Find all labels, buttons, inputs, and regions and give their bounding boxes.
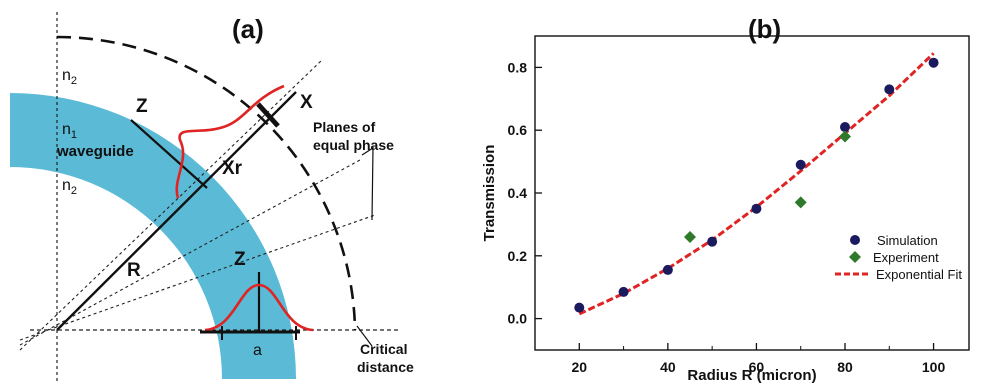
y-axis-label: Transmission (481, 145, 498, 242)
field-profile-lower (204, 283, 314, 332)
width-label: a (253, 342, 262, 359)
z-lower-label: Z (234, 249, 246, 270)
simulation-point (574, 302, 585, 313)
y-tick-label: 0.4 (508, 185, 528, 201)
medium-top-label: n2 (62, 67, 77, 87)
simulation-point (840, 122, 850, 133)
legend-simulation-marker (850, 235, 860, 245)
z-axis-upper (130, 119, 208, 189)
y-axis: 0.0 0.2 0.4 0.6 0.8 (508, 59, 542, 327)
legend-experiment-marker (849, 251, 861, 263)
critical-annotation-line2: distance (357, 359, 414, 375)
phase-plane-line (19, 214, 376, 341)
phase-annotation-line1: Planes of (313, 119, 376, 135)
simulation-point (662, 264, 673, 275)
xr-label: Xr (222, 158, 243, 179)
waveguide-body (10, 93, 296, 379)
phase-leader (361, 146, 374, 221)
x-tick-label: 20 (571, 359, 587, 375)
medium-bottom-label: n2 (62, 177, 77, 197)
y-tick-label: 0.0 (508, 311, 528, 327)
x-tick-label: 100 (922, 359, 946, 375)
z-upper-label: Z (136, 96, 148, 117)
experiment-point (684, 230, 696, 243)
phase-plane-line (19, 159, 361, 346)
legend: Simulation Experiment Exponential Fit (835, 233, 962, 282)
experiment-point (794, 196, 807, 209)
experiment-point (839, 130, 851, 143)
transmission-chart: (b) 0.0 0.2 0.4 0.6 0.8 20 40 60 80 100 Transmis… (481, 14, 970, 384)
x-tick-label: 60 (749, 359, 765, 375)
critical-tick (256, 102, 280, 128)
x-axis-label: Radius R (micron) (687, 367, 816, 384)
critical-leader (356, 325, 373, 347)
x-tick-label: 80 (837, 359, 853, 375)
fit-line (578, 52, 935, 316)
radius-label: R (127, 260, 141, 281)
simulation-point (751, 203, 762, 214)
simulation-point (795, 159, 806, 170)
fit-series (578, 52, 935, 316)
core-label: n1 (62, 121, 77, 141)
simulation-point (884, 84, 895, 95)
waveguide-diagram: (a) n2 n1 waveguide n2 Z X Xr R Z a Plan… (10, 12, 414, 382)
simulation-point (928, 57, 939, 68)
x-axis: 20 40 60 80 100 (571, 343, 945, 375)
field-profile-upper (175, 84, 285, 199)
x-axis-label: X (300, 92, 313, 113)
y-tick-label: 0.2 (508, 248, 528, 264)
phase-plane-line (19, 59, 323, 351)
legend-fit-label: Exponential Fit (876, 267, 962, 282)
simulation-point (618, 286, 629, 297)
panel-b-label: (b) (748, 14, 781, 44)
data-points (574, 57, 939, 313)
waveguide-label: waveguide (56, 143, 134, 160)
y-tick-label: 0.6 (508, 122, 528, 138)
phase-annotation-line2: equal phase (313, 137, 394, 153)
radius-line (56, 91, 297, 331)
y-tick-label: 0.8 (508, 59, 528, 75)
legend-experiment-label: Experiment (873, 250, 939, 265)
simulation-point (707, 236, 718, 247)
critical-annotation-line1: Critical (360, 341, 407, 357)
legend-simulation-label: Simulation (877, 233, 938, 248)
x-tick-label: 40 (660, 359, 676, 375)
panel-a-label: (a) (232, 14, 264, 44)
